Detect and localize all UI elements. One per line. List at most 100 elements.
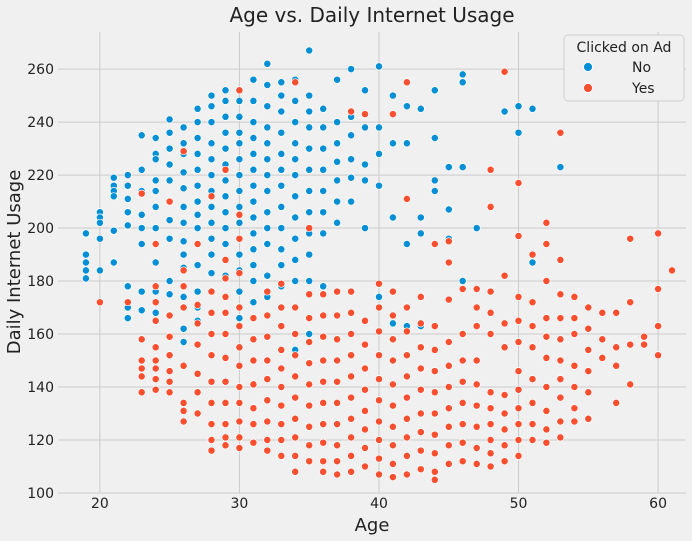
data-point bbox=[472, 224, 481, 233]
x-tick-label: 40 bbox=[370, 496, 388, 512]
data-point bbox=[528, 258, 537, 267]
data-point bbox=[542, 383, 551, 391]
data-point bbox=[165, 311, 174, 320]
y-tick-label: 220 bbox=[27, 168, 54, 184]
data-point bbox=[235, 202, 244, 211]
data-point bbox=[249, 261, 258, 270]
data-point bbox=[179, 338, 188, 346]
data-point bbox=[333, 176, 342, 185]
data-point bbox=[375, 470, 383, 479]
data-point bbox=[305, 277, 314, 285]
data-point bbox=[584, 367, 593, 376]
data-point bbox=[179, 282, 188, 291]
data-point bbox=[263, 123, 272, 132]
data-point bbox=[165, 144, 174, 153]
data-point bbox=[319, 438, 328, 447]
data-point bbox=[388, 473, 397, 482]
data-point bbox=[277, 149, 286, 158]
data-point bbox=[249, 197, 258, 206]
data-point bbox=[570, 330, 579, 338]
data-point bbox=[556, 433, 565, 442]
data-point bbox=[263, 224, 272, 233]
data-point bbox=[514, 179, 523, 187]
data-point bbox=[165, 332, 174, 341]
data-point bbox=[263, 139, 272, 148]
data-point bbox=[472, 285, 481, 293]
data-point bbox=[458, 78, 467, 87]
data-point bbox=[291, 192, 300, 201]
data-point bbox=[388, 311, 397, 320]
data-point bbox=[556, 128, 565, 137]
data-point bbox=[235, 139, 244, 148]
data-point bbox=[221, 144, 230, 153]
data-point bbox=[249, 277, 258, 285]
data-point bbox=[347, 308, 356, 317]
data-point bbox=[207, 287, 216, 296]
data-point bbox=[388, 287, 397, 296]
data-point bbox=[207, 269, 216, 278]
data-point bbox=[472, 401, 481, 410]
data-point bbox=[109, 192, 118, 201]
data-point bbox=[430, 430, 439, 439]
data-point bbox=[291, 96, 300, 105]
data-point bbox=[375, 123, 383, 132]
data-point bbox=[263, 375, 272, 384]
data-point bbox=[333, 335, 342, 344]
data-point bbox=[500, 343, 509, 352]
data-point bbox=[249, 75, 258, 84]
data-point bbox=[458, 70, 467, 79]
data-point bbox=[235, 155, 244, 164]
data-point bbox=[430, 467, 439, 476]
data-point bbox=[263, 187, 272, 195]
data-point bbox=[640, 332, 649, 341]
data-point bbox=[277, 261, 286, 270]
data-point bbox=[137, 210, 146, 219]
data-point bbox=[486, 388, 495, 397]
data-point bbox=[444, 404, 453, 413]
data-point bbox=[556, 393, 565, 402]
data-point bbox=[179, 266, 188, 275]
data-point bbox=[347, 131, 356, 140]
data-point bbox=[207, 234, 216, 243]
data-point bbox=[235, 398, 244, 407]
data-point bbox=[249, 181, 258, 190]
data-point bbox=[277, 91, 286, 100]
data-point bbox=[556, 356, 565, 365]
data-point bbox=[319, 332, 328, 341]
data-point bbox=[388, 335, 397, 344]
data-point bbox=[193, 388, 202, 397]
data-point bbox=[221, 240, 230, 248]
data-point bbox=[137, 224, 146, 233]
data-point bbox=[333, 398, 342, 407]
y-tick-label: 240 bbox=[27, 115, 54, 131]
data-point bbox=[500, 457, 509, 466]
data-point bbox=[570, 383, 579, 391]
data-point bbox=[291, 451, 300, 460]
data-point bbox=[305, 359, 314, 368]
data-point bbox=[402, 470, 411, 479]
data-point bbox=[319, 398, 328, 407]
data-point bbox=[570, 292, 579, 301]
y-tick-label: 260 bbox=[27, 62, 54, 78]
data-point bbox=[375, 149, 383, 158]
data-point bbox=[179, 398, 188, 407]
data-point bbox=[654, 229, 663, 238]
data-point bbox=[402, 414, 411, 423]
data-point bbox=[612, 398, 621, 407]
data-point bbox=[193, 319, 202, 328]
data-point bbox=[305, 208, 314, 217]
data-point bbox=[333, 457, 342, 466]
data-point bbox=[375, 351, 383, 360]
data-point bbox=[235, 187, 244, 195]
data-point bbox=[375, 62, 383, 71]
data-point bbox=[235, 269, 244, 278]
data-point bbox=[514, 128, 523, 137]
data-point bbox=[430, 388, 439, 397]
data-point bbox=[165, 377, 174, 386]
data-point bbox=[291, 433, 300, 442]
data-point bbox=[305, 123, 314, 132]
data-point bbox=[207, 250, 216, 259]
data-point bbox=[500, 271, 509, 280]
data-point bbox=[486, 287, 495, 296]
data-point bbox=[528, 250, 537, 259]
